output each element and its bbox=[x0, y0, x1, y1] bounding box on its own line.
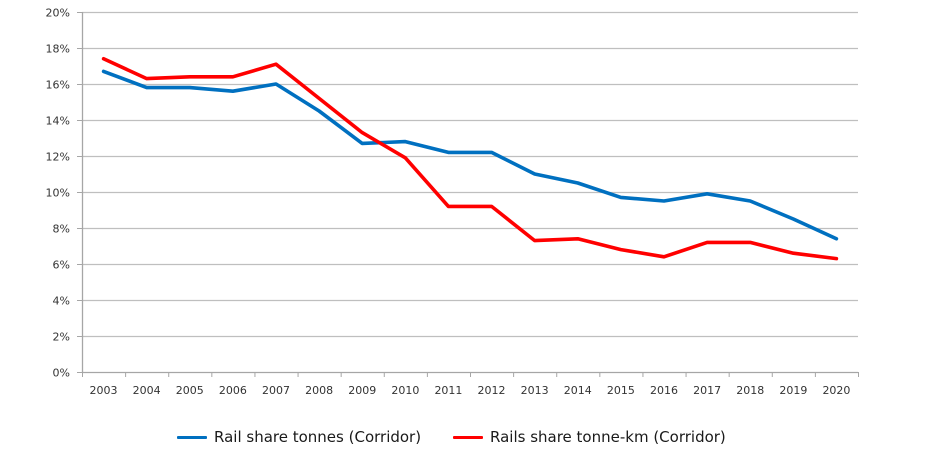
gridlines bbox=[82, 11, 858, 338]
x-tick-label: 2018 bbox=[736, 384, 764, 397]
y-tick-label: 0% bbox=[53, 367, 70, 380]
x-tick-label: 2011 bbox=[434, 384, 462, 397]
x-tick-label: 2014 bbox=[564, 384, 592, 397]
y-tick-label: 14% bbox=[46, 115, 70, 128]
legend-swatch-red bbox=[453, 435, 483, 439]
legend-item-rails-share-tonne-km: Rails share tonne-km (Corridor) bbox=[453, 424, 726, 450]
series-line-rails-share-tonne-km bbox=[101, 56, 839, 261]
legend-label: Rails share tonne-km (Corridor) bbox=[490, 428, 726, 446]
y-tick-label: 20% bbox=[46, 7, 70, 20]
legend: Rail share tonnes (Corridor) Rails share… bbox=[0, 424, 940, 450]
x-tick-label: 2012 bbox=[478, 384, 506, 397]
x-tick-label: 2020 bbox=[822, 384, 850, 397]
x-tick-label: 2019 bbox=[779, 384, 807, 397]
y-tick-label: 8% bbox=[53, 223, 70, 236]
axes bbox=[77, 12, 859, 377]
y-tick-label: 18% bbox=[46, 43, 70, 56]
x-tick-label: 2017 bbox=[693, 384, 721, 397]
x-tick-label: 2004 bbox=[133, 384, 161, 397]
y-tick-label: 6% bbox=[53, 259, 70, 272]
x-axis-tick-labels: 2003 2004 2005 2006 2007 2008 2009 2010 2011 2012… bbox=[90, 384, 851, 397]
y-axis-tick-labels: 0% 2% 4% 6% 8% 10% 12% 14% 16% 18% 20% bbox=[46, 7, 70, 380]
legend-item-rail-share-tonnes: Rail share tonnes (Corridor) bbox=[177, 424, 421, 450]
x-tick-label: 2009 bbox=[348, 384, 376, 397]
legend-label: Rail share tonnes (Corridor) bbox=[214, 428, 422, 446]
x-tick-label: 2005 bbox=[176, 384, 204, 397]
x-tick-label: 2010 bbox=[391, 384, 419, 397]
x-tick-label: 2006 bbox=[219, 384, 247, 397]
legend-swatch-blue bbox=[177, 435, 207, 439]
y-tick-label: 10% bbox=[46, 187, 70, 200]
series-line-rail-share-tonnes bbox=[101, 69, 839, 241]
series-lines bbox=[101, 56, 839, 261]
y-tick-label: 4% bbox=[53, 295, 70, 308]
x-tick-label: 2007 bbox=[262, 384, 290, 397]
x-tick-label: 2015 bbox=[607, 384, 635, 397]
y-tick-label: 16% bbox=[46, 79, 70, 92]
y-tick-label: 12% bbox=[46, 151, 70, 164]
x-tick-label: 2016 bbox=[650, 384, 678, 397]
y-tick-label: 2% bbox=[53, 331, 70, 344]
x-tick-label: 2013 bbox=[521, 384, 549, 397]
x-tick-label: 2008 bbox=[305, 384, 333, 397]
x-tick-label: 2003 bbox=[90, 384, 118, 397]
